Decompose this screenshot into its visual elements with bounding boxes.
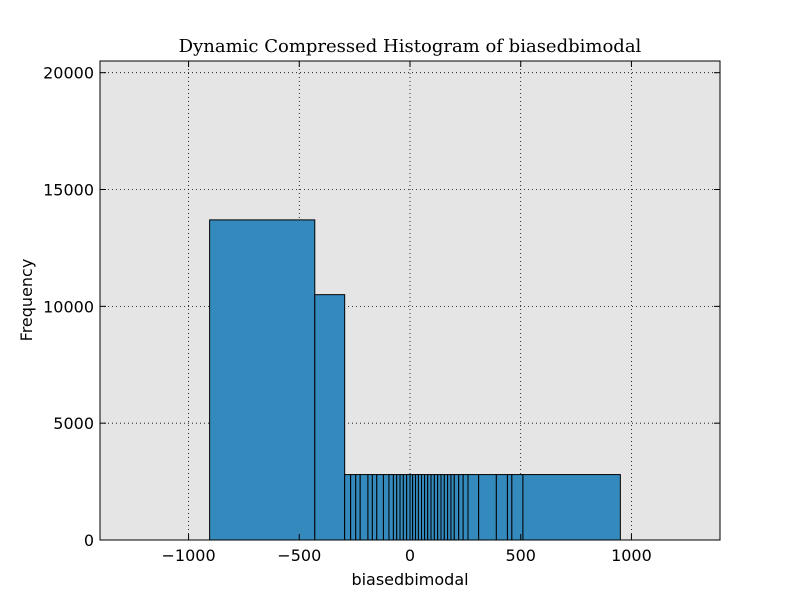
histogram-bar-4 bbox=[355, 474, 361, 541]
y-tick-label-1: 5000 bbox=[53, 414, 94, 433]
y-tick-label-3: 15000 bbox=[43, 181, 94, 200]
histogram-bar-31 bbox=[458, 474, 464, 541]
histogram-bars bbox=[209, 219, 621, 541]
histogram-bar-5 bbox=[359, 474, 369, 541]
histogram-bar-8 bbox=[376, 474, 384, 541]
histogram-bar-3 bbox=[350, 474, 357, 541]
histogram-bar-33 bbox=[467, 474, 480, 541]
histogram-bar-35 bbox=[495, 474, 508, 541]
histogram-bar-36 bbox=[506, 474, 513, 541]
histogram-bar-32 bbox=[462, 474, 469, 541]
histogram-bar-10 bbox=[388, 474, 394, 541]
histogram-bar-30 bbox=[453, 474, 460, 541]
y-axis-label: Frequency bbox=[17, 259, 36, 342]
y-tick-label-2: 10000 bbox=[43, 297, 94, 316]
histogram-bar-38 bbox=[522, 474, 621, 541]
x-tick-label-0: −1000 bbox=[162, 546, 216, 565]
chart-title: Dynamic Compressed Histogram of biasedbi… bbox=[179, 36, 642, 57]
histogram-bar-2 bbox=[344, 474, 352, 541]
histogram-bar-1 bbox=[314, 294, 346, 541]
plot-background bbox=[100, 61, 720, 540]
histogram-bar-37 bbox=[511, 474, 524, 541]
y-tick-label-4: 20000 bbox=[43, 64, 94, 83]
x-tick-label-3: 500 bbox=[505, 546, 536, 565]
histogram-bar-6 bbox=[367, 474, 373, 541]
histogram-bar-7 bbox=[371, 474, 378, 541]
y-tick-label-0: 0 bbox=[84, 531, 94, 550]
x-tick-label-1: −500 bbox=[277, 546, 321, 565]
x-tick-label-4: 1000 bbox=[611, 546, 652, 565]
x-axis-label: biasedbimodal bbox=[351, 570, 468, 589]
x-tick-label-2: 0 bbox=[405, 546, 415, 565]
histogram-bar-9 bbox=[382, 474, 390, 541]
histogram-bar-0 bbox=[209, 219, 316, 541]
histogram-bar-34 bbox=[478, 474, 497, 541]
